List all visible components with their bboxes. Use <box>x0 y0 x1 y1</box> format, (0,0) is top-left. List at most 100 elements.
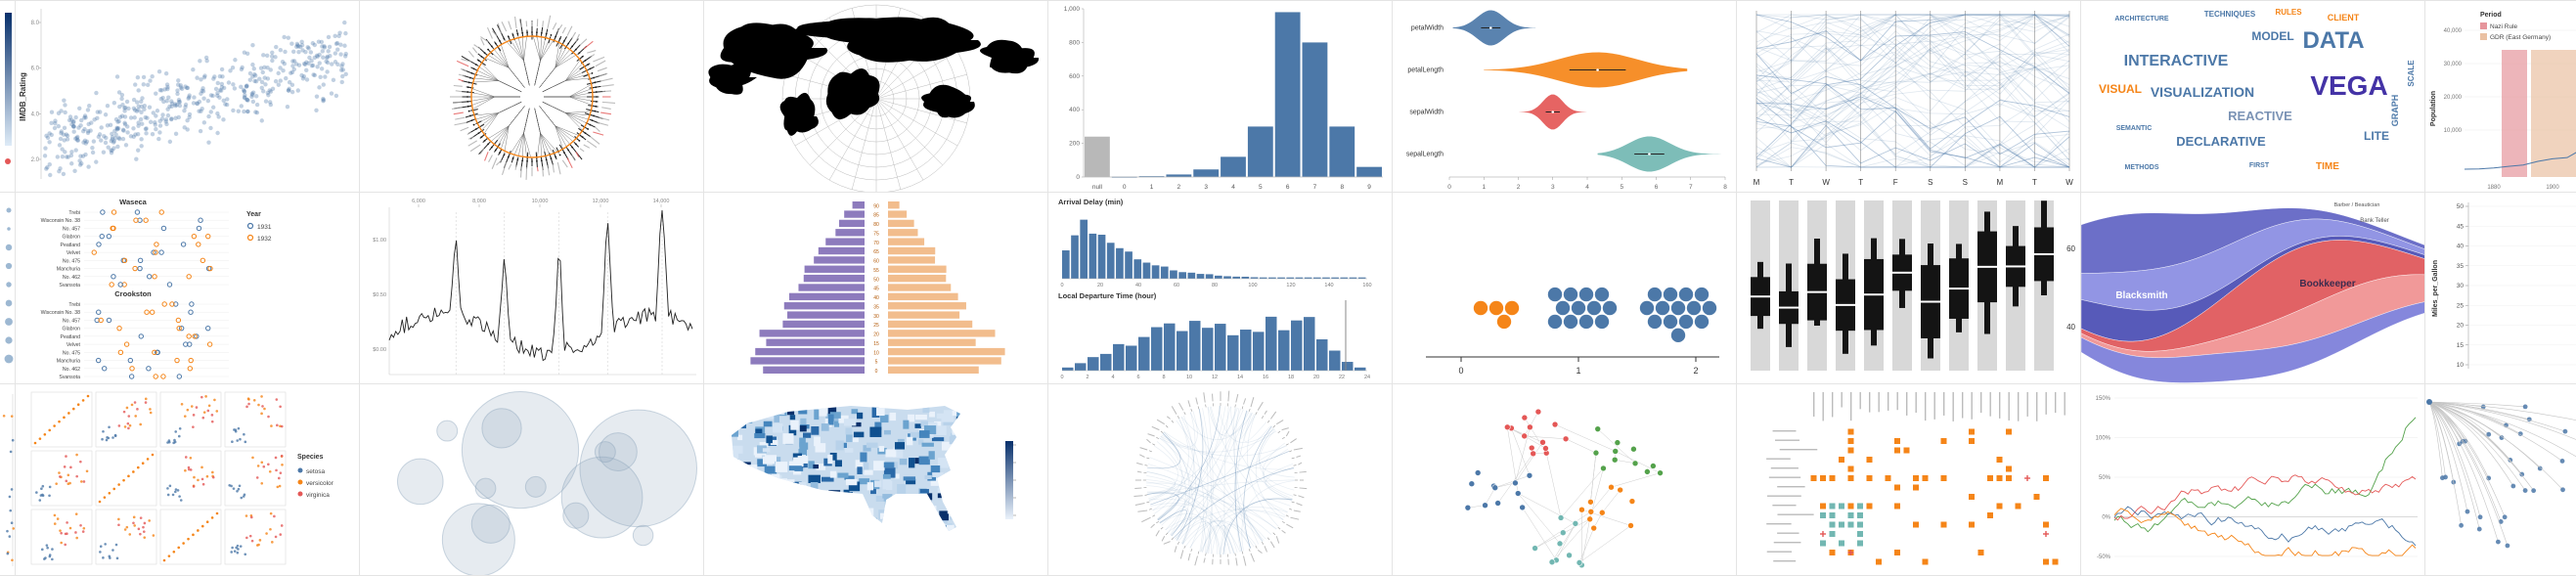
label: 40 <box>2457 244 2465 250</box>
label: 160 <box>1362 283 1371 288</box>
label: 800 <box>1069 39 1080 46</box>
gallery-item-zoomable-circles[interactable] <box>360 384 704 576</box>
tree-layout-fragment-thumbnail <box>2425 384 2576 576</box>
cloud-word: TECHNIQUES <box>2204 10 2256 19</box>
colorbar-fragment-thumbnail <box>0 1 16 193</box>
cloud-word: SCALE <box>2407 60 2416 87</box>
axis-label: W <box>2065 178 2073 187</box>
gallery-item-world-map-projection[interactable] <box>704 1 1048 193</box>
y-axis-title: Population <box>2430 91 2437 126</box>
label: 45 <box>2457 223 2465 230</box>
age-label: 55 <box>873 268 879 274</box>
age-label: 65 <box>873 249 879 255</box>
legend-label: 1932 <box>257 236 272 243</box>
variety-label: Trebi <box>68 302 80 308</box>
gallery-item-radial-dendrogram[interactable] <box>360 1 704 193</box>
label: 20,000 <box>2444 95 2463 101</box>
legend-label: versicolor <box>306 480 334 487</box>
edge-bundling-thumbnail <box>1048 384 1393 576</box>
violin-row-label: sepalWidth <box>1409 110 1443 116</box>
age-label: 85 <box>873 213 879 219</box>
label: 0 <box>1458 366 1463 376</box>
label: 6 <box>1136 375 1139 380</box>
stream-label: Barber / Beautician <box>2334 202 2380 208</box>
label: 150% <box>2096 396 2111 402</box>
variety-label: Glabron <box>63 327 81 332</box>
legend-label: setosa <box>306 468 326 475</box>
axis-label: W <box>1822 178 1830 187</box>
legend-label: virginica <box>306 492 330 499</box>
gallery-item-edge-bundling[interactable] <box>1048 384 1393 576</box>
label: 0 <box>1447 184 1451 191</box>
label: 12 <box>1212 375 1218 380</box>
violin-row-label: petalWidth <box>1411 25 1443 32</box>
legend-label: Nazi Rule <box>2490 23 2518 30</box>
label: 12,000 <box>593 199 609 204</box>
gallery-item-adjacency-matrix[interactable] <box>1737 384 2081 576</box>
variety-label: Peatland <box>61 334 81 340</box>
axis-label: S <box>1928 178 1932 187</box>
cloud-word: CLIENT <box>2328 13 2360 22</box>
age-label: 45 <box>873 287 879 292</box>
label: 24 <box>1364 375 1370 380</box>
variety-label: No. 457 <box>63 226 80 232</box>
label: 400 <box>1069 107 1080 113</box>
label: 20 <box>2457 323 2465 330</box>
label: 120 <box>1286 283 1295 288</box>
gallery-item-force-directed-graph[interactable] <box>1393 384 1737 576</box>
label: 14 <box>1237 375 1243 380</box>
label: 7 <box>1689 184 1693 191</box>
label: 10,000 <box>2444 128 2463 134</box>
gallery-item-tree-layout-fragment[interactable] <box>2425 384 2576 576</box>
label: 8,000 <box>472 199 486 204</box>
age-label: 80 <box>873 222 879 228</box>
label: 80 <box>1212 283 1218 288</box>
axis-label: T <box>1858 178 1863 187</box>
label: 10 <box>2457 362 2465 369</box>
label: 1 <box>1576 366 1580 376</box>
age-label: 40 <box>873 295 879 301</box>
age-label: 70 <box>873 241 879 246</box>
label: 1 <box>1482 184 1486 191</box>
cloud-word: METHODS <box>2125 164 2159 171</box>
label: 16 <box>1263 375 1268 380</box>
label: 6,000 <box>412 199 425 204</box>
gallery-item-stocks-percent-change[interactable]: 150%100%50%0%-50% <box>2081 384 2425 576</box>
label: 14,000 <box>653 199 670 204</box>
violin-row-label: sepalLength <box>1406 152 1443 158</box>
label: 30 <box>2457 283 2465 289</box>
cloud-word: SEMANTIC <box>2116 125 2153 132</box>
label: 2 <box>1517 184 1521 191</box>
label: 0 <box>1060 375 1063 380</box>
label: 2 <box>1177 184 1181 191</box>
age-label: 20 <box>873 332 879 338</box>
facet-title: Crookston <box>114 289 152 298</box>
gallery-item-us-county-choropleth[interactable] <box>704 384 1048 576</box>
cloud-word: LITE <box>2364 129 2389 143</box>
variety-label: Velvet <box>67 250 81 256</box>
